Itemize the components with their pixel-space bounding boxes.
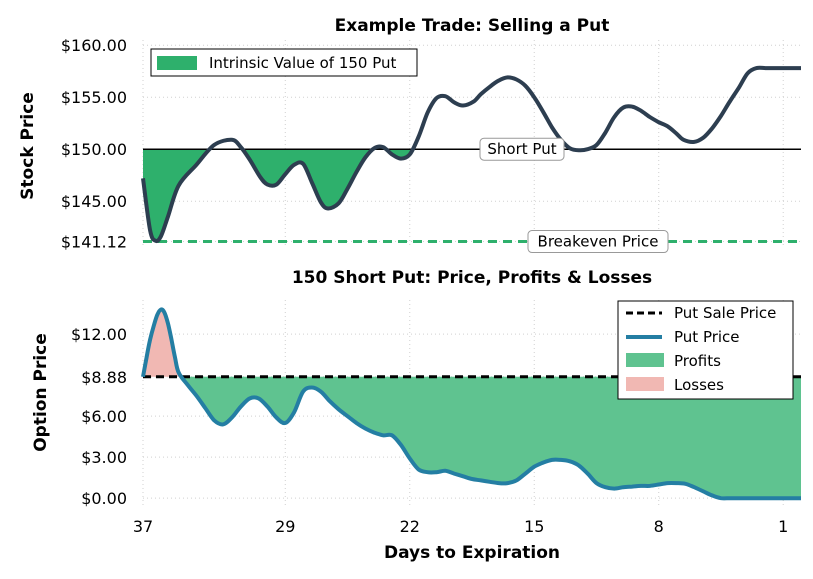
option-y-tick-label: $0.00 [81,489,127,508]
option-y-tick-label: $8.88 [81,368,127,387]
put-price-legend-label: Put Price [674,328,740,346]
option-price-y-ticks: $0.00 $3.00 $6.00 $8.88 $12.00 [71,325,127,508]
stock-y-tick-label: $150.00 [61,140,127,159]
option-legend: Put Sale Price Put Price Profits Losses [617,300,794,400]
stock-y-axis-label: Stock Price [18,92,38,200]
put-price-line [141,307,801,501]
profits-legend-swatch [626,353,664,367]
stock-price-panel: Short Put Breakeven Price $141.12 $145.00… [18,16,801,254]
x-axis-label: Days to Expiration [384,543,560,563]
profits-legend-label: Profits [674,352,721,370]
stock-y-tick-label: $141.12 [61,233,127,252]
breakeven-annotation: Breakeven Price [527,230,669,254]
intrinsic-legend-swatch [157,56,197,70]
stock-chart-title: Example Trade: Selling a Put [335,16,610,36]
stock-legend: Intrinsic Value of 150 Put [150,48,418,77]
stock-price-y-ticks: $141.12 $145.00 $150.00 $155.00 $160.00 [61,36,127,251]
profits-area [143,376,801,499]
stock-y-tick-label: $145.00 [61,192,127,211]
x-tick-label: 29 [275,517,295,536]
put-sale-legend-label: Put Sale Price [674,304,776,322]
stock-y-tick-label: $160.00 [61,36,127,55]
stock-y-tick-label: $155.00 [61,88,127,107]
losses-legend-label: Losses [674,376,724,394]
intrinsic-legend-label: Intrinsic Value of 150 Put [209,54,397,72]
breakeven-label-box [527,230,669,254]
x-tick-label: 15 [524,517,544,536]
option-y-tick-label: $3.00 [81,448,127,467]
x-tick-label: 1 [778,517,788,536]
option-y-tick-label: $12.00 [71,325,127,344]
stock-price-line [141,65,801,244]
short-put-label: Short Put [487,140,556,158]
intrinsic-value-area [143,149,801,241]
x-tick-label: 37 [133,517,153,536]
x-tick-label: 22 [400,517,420,536]
days-x-ticks: 37 29 22 15 8 1 [133,517,788,536]
short-put-annotation: Short Put [479,137,565,161]
option-y-axis-label: Option Price [31,333,51,452]
x-tick-label: 8 [654,517,664,536]
breakeven-label: Breakeven Price [538,233,659,251]
option-y-tick-label: $6.00 [81,407,127,426]
short-put-label-box [479,137,565,161]
losses-legend-swatch [626,377,664,391]
option-price-panel: $0.00 $3.00 $6.00 $8.88 $12.00 37 29 22 15 8 1 15… [31,268,801,563]
option-chart-title: 150 Short Put: Price, Profits & Losses [292,268,652,288]
